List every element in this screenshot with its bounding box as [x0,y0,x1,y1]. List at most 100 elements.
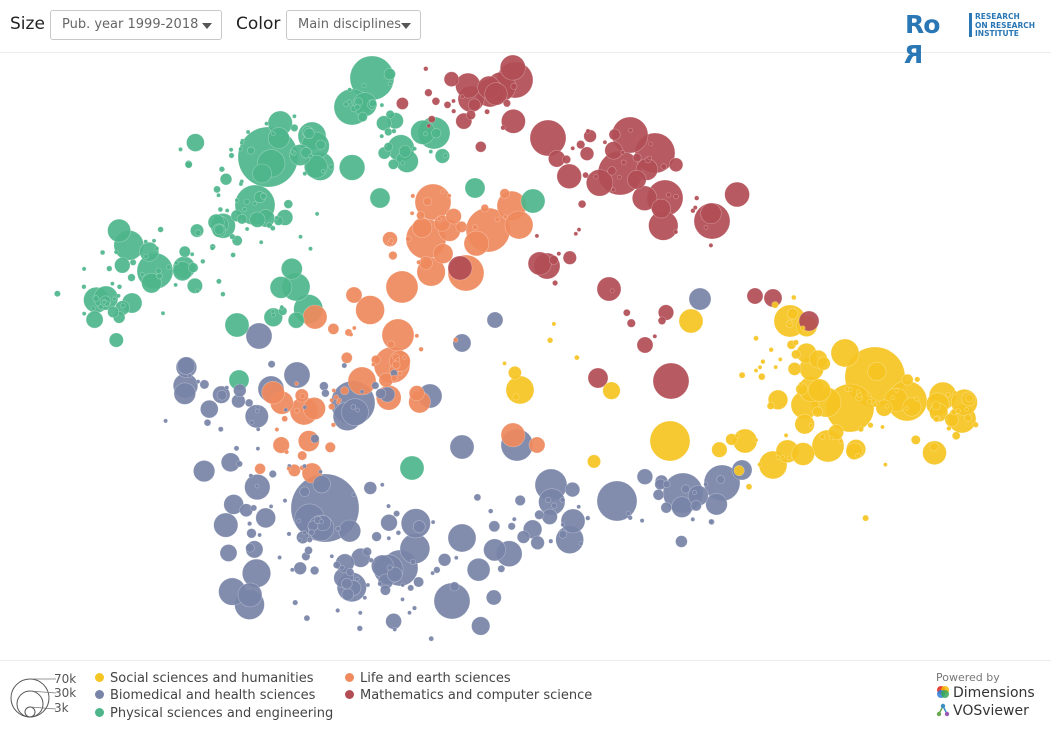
bubble[interactable] [248,473,254,479]
bubble[interactable] [780,454,785,460]
bubble[interactable] [578,541,584,546]
bubble[interactable] [239,503,253,518]
bubble[interactable] [249,211,266,228]
bubble[interactable] [872,402,878,408]
bubble[interactable] [399,533,431,564]
bubble[interactable] [791,294,797,301]
bubble[interactable] [775,455,781,460]
bubble[interactable] [302,404,308,410]
bubble[interactable] [398,145,412,158]
bubble[interactable] [449,581,460,592]
bubble[interactable] [716,475,725,484]
bubble[interactable] [81,266,87,272]
legend-item-math-cs[interactable]: Mathematics and computer science [345,688,592,703]
bubble[interactable] [245,322,273,350]
bubble[interactable] [388,238,394,244]
bubble[interactable] [141,272,162,294]
bubble[interactable] [216,390,228,401]
bubble[interactable] [451,98,456,104]
bubble[interactable] [480,203,489,213]
bubble[interactable] [611,187,616,193]
bubble[interactable] [556,163,582,189]
bubble[interactable] [195,379,201,384]
bubble[interactable] [292,113,297,119]
bubble[interactable] [386,535,392,541]
bubble[interactable] [694,195,700,201]
bubble[interactable] [875,399,893,417]
bubble[interactable] [371,381,380,390]
bubble[interactable] [139,241,160,262]
bubble[interactable] [573,231,579,237]
bubble[interactable] [432,243,454,264]
bubble[interactable] [551,502,558,509]
bubble[interactable] [453,337,459,343]
bubble[interactable] [116,293,121,299]
bubble[interactable] [54,290,61,298]
bubble[interactable] [320,169,326,174]
bubble[interactable] [757,462,762,467]
bubble[interactable] [504,210,534,240]
bubble[interactable] [401,355,407,360]
bubble[interactable] [548,255,559,265]
bubble[interactable] [708,242,714,248]
bubble[interactable] [546,337,554,344]
bubble[interactable] [297,450,308,461]
bubble[interactable] [651,198,671,219]
bubble[interactable] [255,446,261,451]
bubble[interactable] [242,206,248,212]
bubble[interactable] [210,246,215,251]
bubble[interactable] [711,441,728,458]
bubble[interactable] [230,252,236,258]
bubble[interactable] [562,250,577,265]
bubble[interactable] [157,226,164,233]
bubble[interactable] [552,280,559,287]
bubble[interactable] [587,454,601,469]
bubble[interactable] [428,635,435,642]
bubble[interactable] [753,368,759,373]
bubble[interactable] [545,496,552,504]
bubble[interactable] [585,169,614,197]
bubble[interactable] [409,211,415,216]
bubble[interactable] [383,68,396,81]
bubble[interactable] [608,128,621,141]
bubble[interactable] [199,379,210,390]
bubble[interactable] [657,304,674,321]
bubble[interactable] [400,160,406,166]
bubble[interactable] [282,498,288,503]
bubble[interactable] [279,304,285,310]
bubble[interactable] [431,128,442,139]
bubble[interactable] [280,258,303,280]
bubble[interactable] [239,140,245,146]
bubble[interactable] [219,173,233,186]
bubble[interactable] [385,109,395,119]
bubble[interactable] [508,365,522,380]
bubble[interactable] [361,83,367,89]
bubble[interactable] [368,99,377,108]
bubble[interactable] [391,360,401,370]
bubble[interactable] [703,225,709,230]
bubble[interactable] [178,245,191,258]
bubble[interactable] [193,460,216,483]
bubble[interactable] [246,528,257,539]
bubble[interactable] [434,148,450,164]
bubble[interactable] [558,530,568,539]
bubble[interactable] [467,98,481,112]
bubble[interactable] [243,198,250,205]
bubble[interactable] [964,413,972,422]
bubble[interactable] [556,251,562,257]
bubble[interactable] [483,538,506,562]
bubble[interactable] [224,208,230,213]
bubble[interactable] [883,462,888,467]
bubble[interactable] [254,408,260,414]
bubble[interactable] [660,163,667,170]
bubble[interactable] [388,250,398,261]
bubble[interactable] [399,455,425,481]
bubble[interactable] [648,141,654,147]
bubble[interactable] [757,364,763,370]
bubble[interactable] [350,404,357,410]
bubble[interactable] [812,406,823,418]
bubble[interactable] [411,605,417,611]
bubble[interactable] [771,301,779,309]
bubble[interactable] [894,388,899,393]
bubble[interactable] [312,475,331,494]
